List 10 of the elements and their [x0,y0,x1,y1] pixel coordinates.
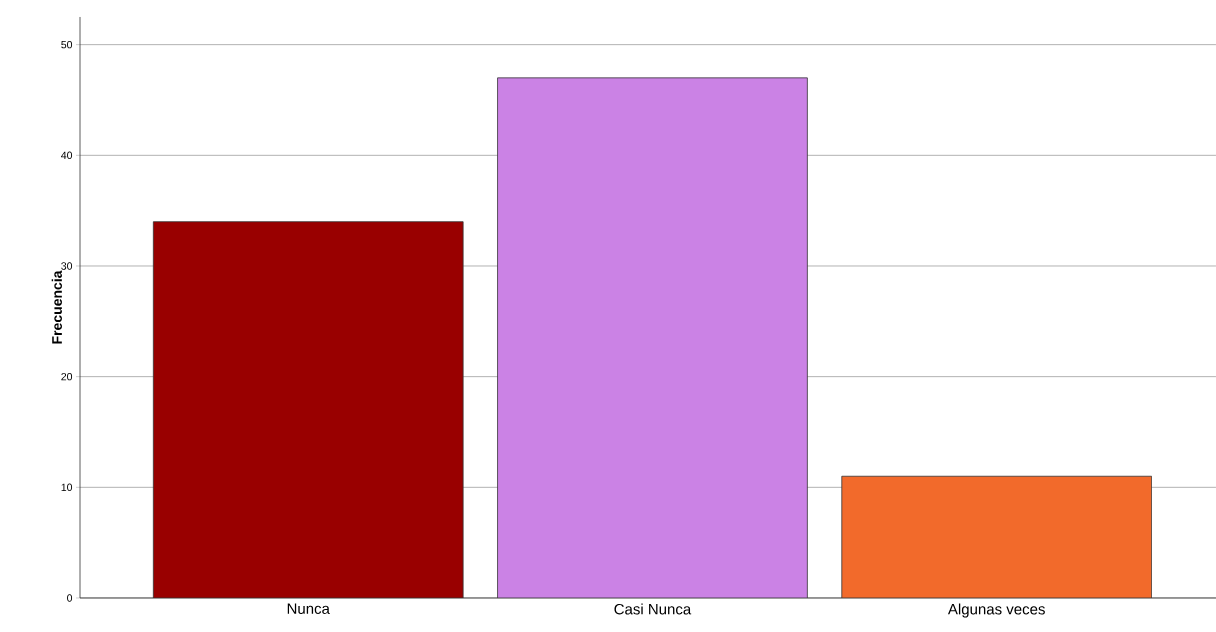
y-tick-label: 40 [61,151,73,160]
y-axis-title: Frecuencia [51,270,62,344]
x-tick-label: Casi Nunca [614,603,692,615]
y-tick-label: 20 [61,372,73,381]
x-tick-label: Algunas veces [947,603,1045,618]
y-tick-label: 0 [67,594,73,602]
y-tick-label: 50 [61,40,73,49]
x-tick-label: Nunca [287,603,330,614]
y-tick-label: 30 [61,262,73,270]
y-tick-label: 10 [61,483,73,492]
